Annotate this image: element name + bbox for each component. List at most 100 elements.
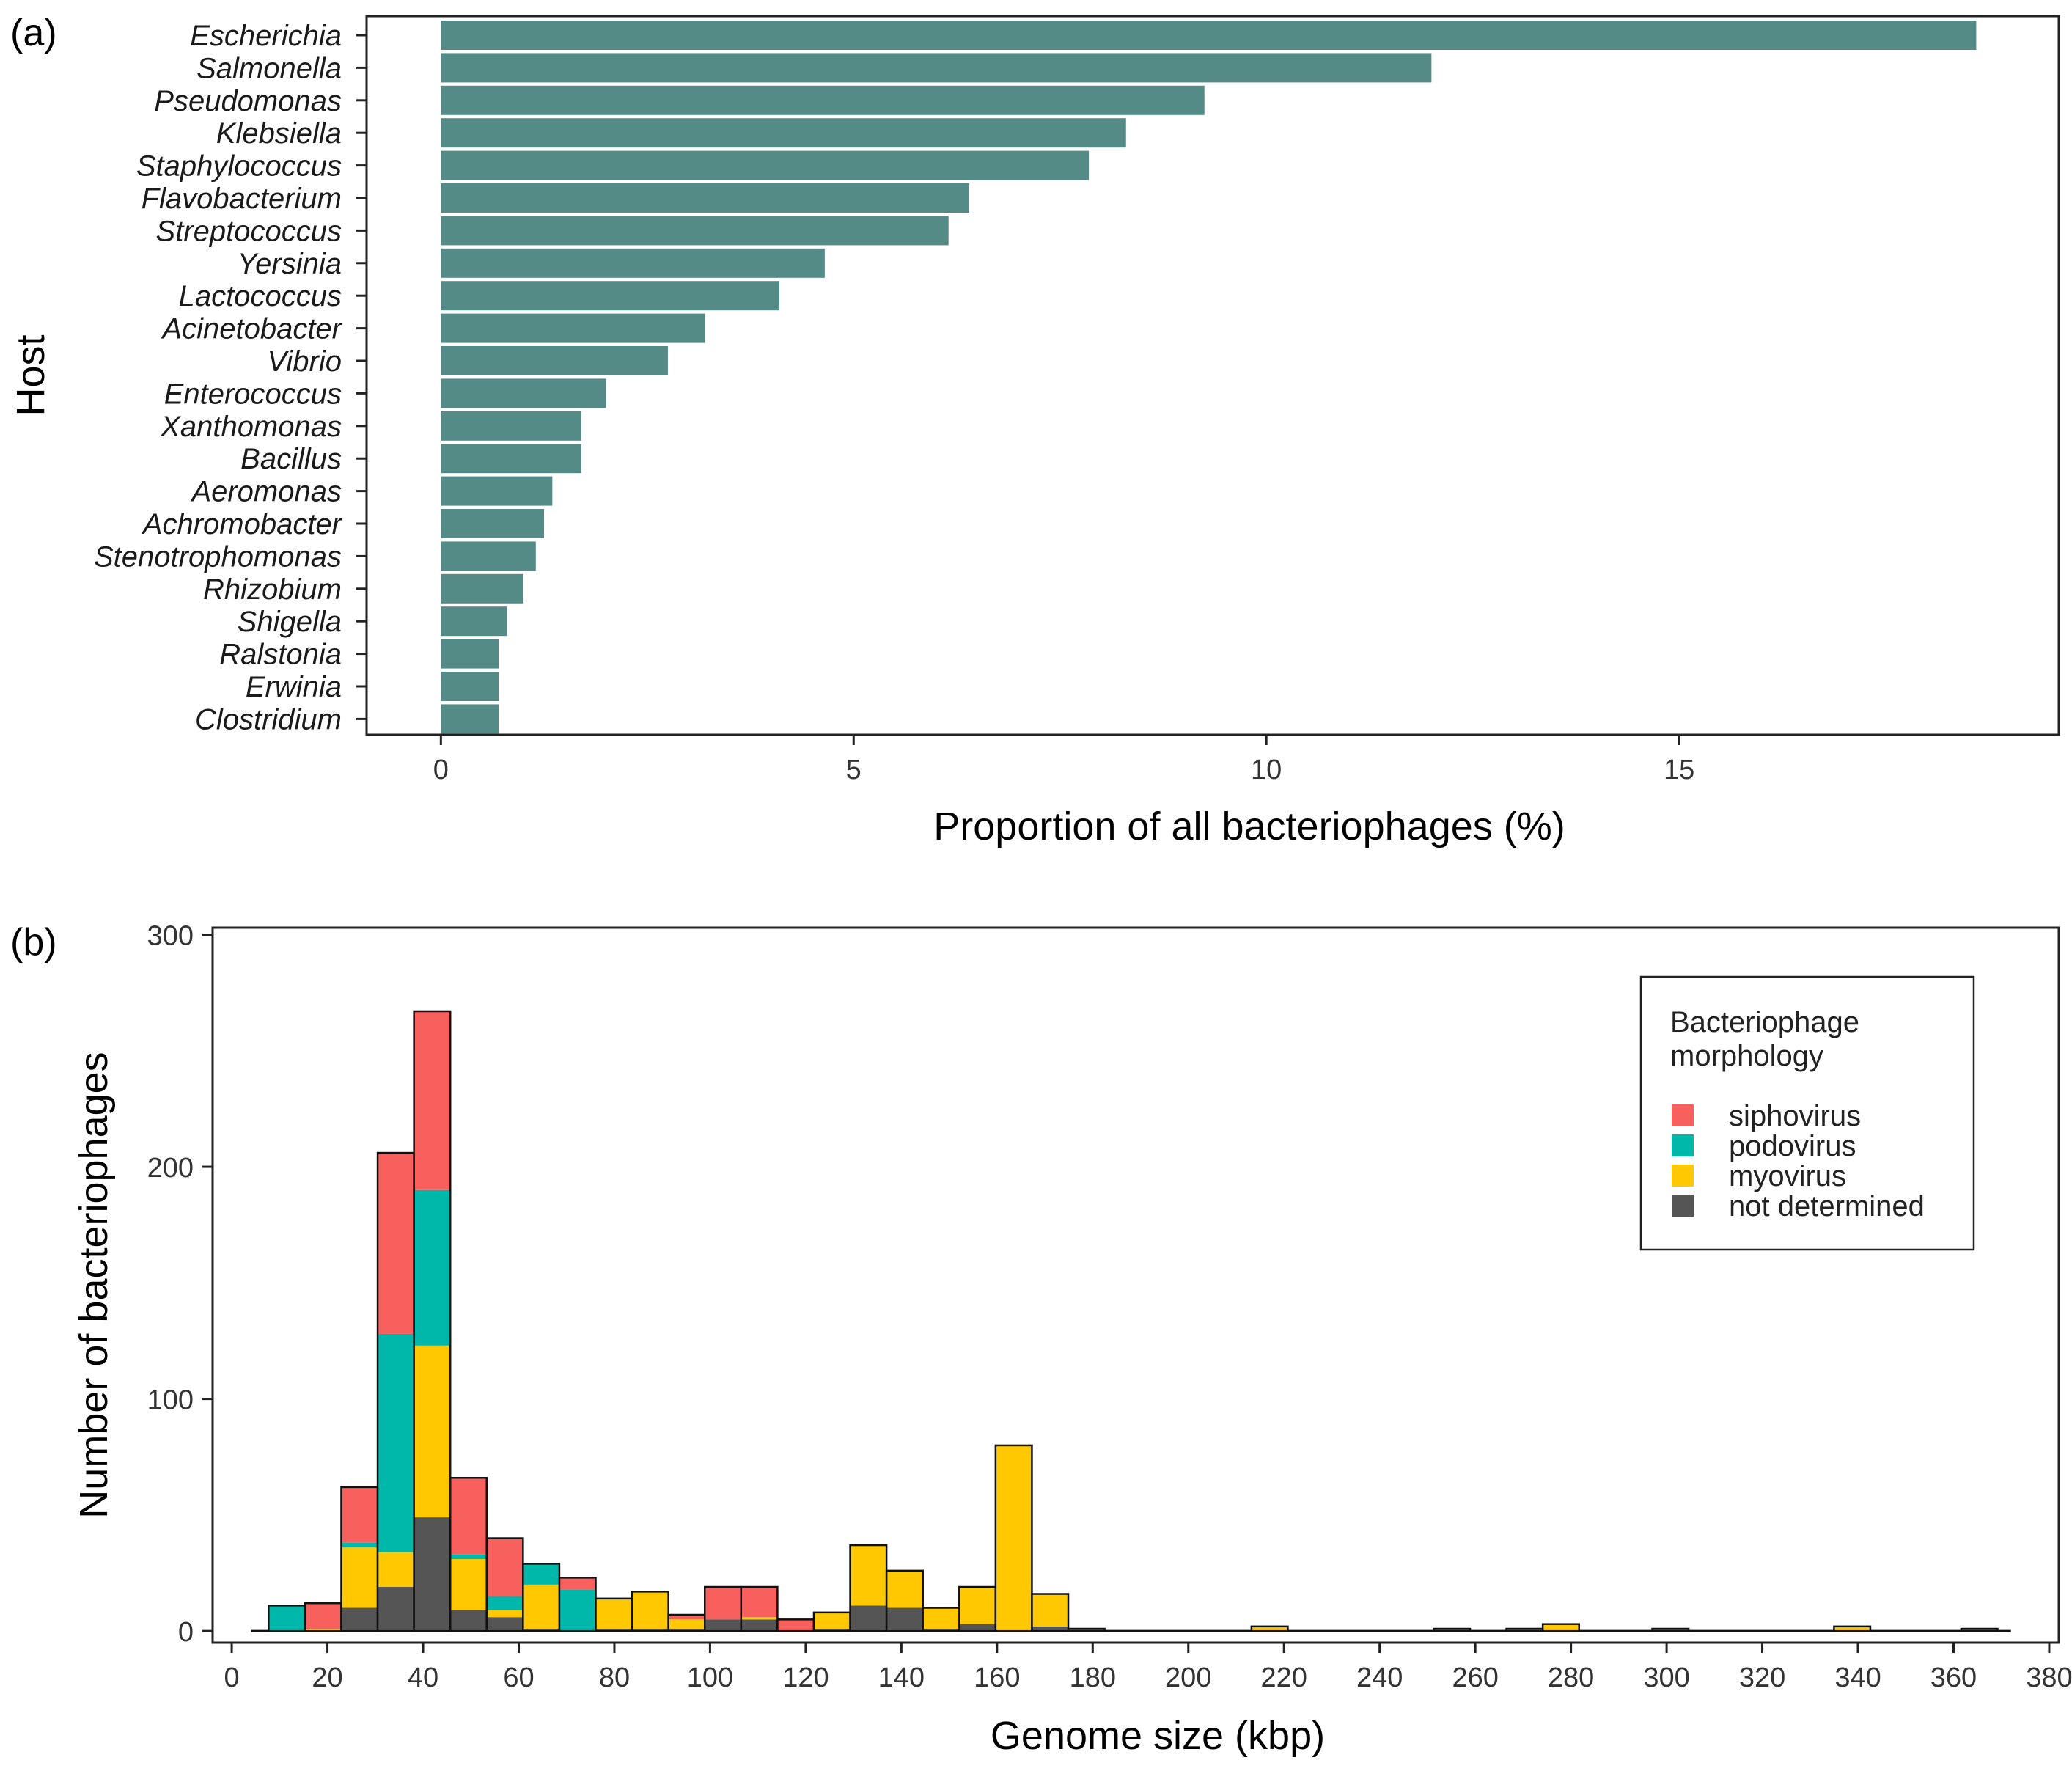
panel-a-x-ticks: 0 5 10 15 [433,735,1694,785]
host-bar-rhizobium [441,573,523,604]
bar-not-determined-102_7 [705,1619,741,1632]
bar-myovirus-26_7 [341,1547,378,1608]
bar-podovirus-11_5 [268,1605,305,1632]
bar-not-determined-110_3 [741,1619,778,1632]
host-label-clostridium: Clostridium [195,703,342,736]
bar-not-determined-171_1 [1032,1626,1069,1632]
host-label-acinetobacter: Acinetobacter [161,313,342,345]
host-bar-escherichia [441,21,1977,50]
bar-podovirus-64_7 [523,1563,559,1585]
host-bar-klebsiella [441,118,1126,148]
panel-b-y-axis-title: Number of bacteriophages [72,1052,116,1518]
panel-b-x-tick-label-180: 180 [1070,1662,1116,1693]
bar-not-determined-155_9 [959,1624,996,1632]
histogram-stacked-bars [268,1010,1999,1632]
bar-not-determined-64_7 [523,1629,559,1632]
bar-siphovirus-34_3 [378,1153,414,1334]
bar-myovirus-19_1 [304,1629,342,1632]
panel-a-x-tick-label-15: 15 [1664,755,1694,785]
bar-myovirus-57_1 [486,1610,523,1618]
bar-podovirus-72_3 [559,1589,596,1632]
legend-swatch-myovirus [1672,1165,1694,1187]
bar-not-determined-34_3 [378,1587,414,1632]
panel-b-y-tick-label-300: 300 [147,920,194,951]
host-bar-xanthomonas [441,411,581,441]
bar-siphovirus-102_7 [705,1587,741,1620]
host-label-pseudomonas: Pseudomonas [154,85,342,117]
bar-myovirus-64_7 [523,1584,559,1629]
bar-not-determined-79_9 [595,1629,633,1632]
host-bar-erwinia [441,672,499,701]
host-label-flavobacterium: Flavobacterium [142,183,342,215]
host-bar-shigella [441,606,507,637]
bar-myovirus-125_5 [813,1612,851,1629]
host-label-shigella: Shigella [238,606,342,638]
host-label-enterococcus: Enterococcus [164,378,342,410]
host-bar-bacillus [441,444,581,474]
legend-box [1639,975,1975,1251]
bin-outline-365_4 [1960,1627,1999,1632]
panel-b-x-tick-label-40: 40 [408,1662,438,1693]
bar-podovirus-57_1 [486,1596,523,1610]
host-label-lactococcus: Lactococcus [179,280,342,312]
bar-myovirus-79_9 [595,1598,633,1629]
bar-not-determined-365_4 [1961,1629,1998,1632]
bar-not-determined-87_5 [632,1629,669,1632]
bar-siphovirus-117_9 [777,1619,814,1632]
legend-swatch-podovirus [1672,1134,1694,1156]
panel-b-x-tick-label-340: 340 [1834,1662,1881,1693]
panel-b-x-tick-label-20: 20 [312,1662,342,1693]
bar-podovirus-41_9 [414,1189,451,1346]
bin-outline-171_1 [1031,1593,1070,1632]
host-bar-enterococcus [441,378,606,408]
host-label-achromobacter: Achromobacter [142,508,343,540]
bar-myovirus-338_8 [1834,1626,1870,1632]
bin-outline-140_7 [885,1569,924,1632]
panel-b-x-axis-title: Genome size (kbp) [991,1714,1325,1758]
bin-outline-110_3 [740,1585,779,1632]
bar-not-determined-148_3 [922,1629,960,1632]
panel-a-plot-frame [365,15,2060,736]
bar-myovirus-95_1 [668,1619,705,1629]
panel-b-x-tick-label-320: 320 [1739,1662,1785,1693]
host-bar-ralstonia [441,639,499,669]
bar-not-determined-178_7 [1068,1629,1105,1632]
panel-b-histogram: 0 20 40 60 80 100 120 140 160 180 200 220 240 260 280 3… [72,920,2072,1758]
legend-label-myovirus: myovirus [1729,1160,1846,1192]
host-label-escherichia: Escherichia [190,20,342,52]
bar-siphovirus-41_9 [414,1011,451,1190]
bar-myovirus-133_1 [850,1545,887,1606]
panel-a-x-axis-title: Proportion of all bacteriophages (%) [933,804,1565,848]
bar-not-determined-125_5 [813,1629,851,1632]
legend-swatch-siphovirus [1672,1104,1694,1126]
panel-b-x-tick-label-260: 260 [1452,1662,1498,1693]
bar-not-determined-49_5 [450,1610,487,1632]
host-bar-lactococcus [441,281,779,311]
host-bar-acinetobacter [441,313,705,343]
bar-siphovirus-19_1 [304,1603,342,1629]
bar-not-determined-255_1 [1433,1629,1470,1632]
bar-myovirus-155_9 [959,1587,996,1624]
legend-title-line-1: Bacteriophage [1670,1006,1859,1038]
host-bar-streptococcus [441,216,949,246]
bar-siphovirus-72_3 [559,1577,596,1590]
bar-siphovirus-26_7 [341,1486,378,1543]
host-bar-staphylococcus [441,150,1090,180]
bar-myovirus-163_5 [995,1445,1032,1632]
panel-b-x-tick-label-60: 60 [503,1662,534,1693]
host-label-salmonella: Salmonella [196,52,342,84]
panel-b-x-tick-label-140: 140 [878,1662,925,1693]
panel-b-label: (b) [10,921,57,964]
host-label-ralstonia: Ralstonia [219,639,342,671]
bar-myovirus-171_1 [1032,1594,1069,1627]
panel-b-y-tick-label-200: 200 [147,1153,194,1184]
panel-a-x-tick-label-0: 0 [433,755,449,785]
legend-label-not-determined: not determined [1729,1190,1925,1222]
panel-a-x-tick-label-10: 10 [1251,755,1282,785]
bar-siphovirus-49_5 [450,1478,487,1555]
host-bar-stenotrophomonas [441,541,536,571]
bin-outline-41_9 [413,1010,452,1632]
bar-siphovirus-95_1 [668,1615,705,1620]
host-label-erwinia: Erwinia [246,671,342,703]
